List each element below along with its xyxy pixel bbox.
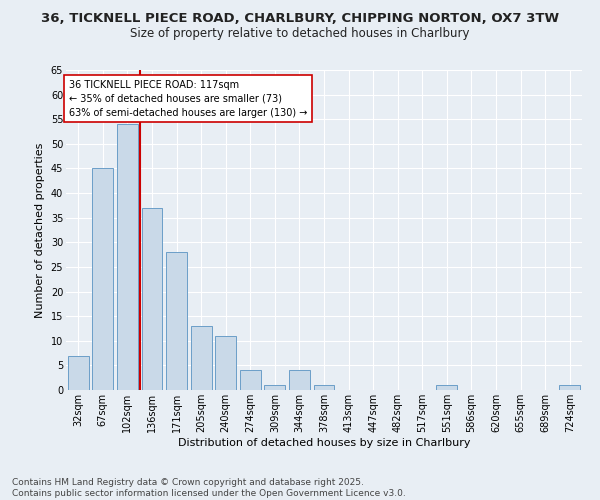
Bar — [166, 252, 187, 390]
Bar — [436, 385, 457, 390]
Bar — [142, 208, 163, 390]
Text: 36, TICKNELL PIECE ROAD, CHARLBURY, CHIPPING NORTON, OX7 3TW: 36, TICKNELL PIECE ROAD, CHARLBURY, CHIP… — [41, 12, 559, 26]
Bar — [240, 370, 261, 390]
Y-axis label: Number of detached properties: Number of detached properties — [35, 142, 45, 318]
X-axis label: Distribution of detached houses by size in Charlbury: Distribution of detached houses by size … — [178, 438, 470, 448]
Text: Contains HM Land Registry data © Crown copyright and database right 2025.
Contai: Contains HM Land Registry data © Crown c… — [12, 478, 406, 498]
Bar — [117, 124, 138, 390]
Bar — [92, 168, 113, 390]
Bar — [289, 370, 310, 390]
Text: Size of property relative to detached houses in Charlbury: Size of property relative to detached ho… — [130, 28, 470, 40]
Bar — [68, 356, 89, 390]
Text: 36 TICKNELL PIECE ROAD: 117sqm
← 35% of detached houses are smaller (73)
63% of : 36 TICKNELL PIECE ROAD: 117sqm ← 35% of … — [68, 80, 307, 118]
Bar — [559, 385, 580, 390]
Bar — [215, 336, 236, 390]
Bar — [191, 326, 212, 390]
Bar — [265, 385, 286, 390]
Bar — [314, 385, 334, 390]
